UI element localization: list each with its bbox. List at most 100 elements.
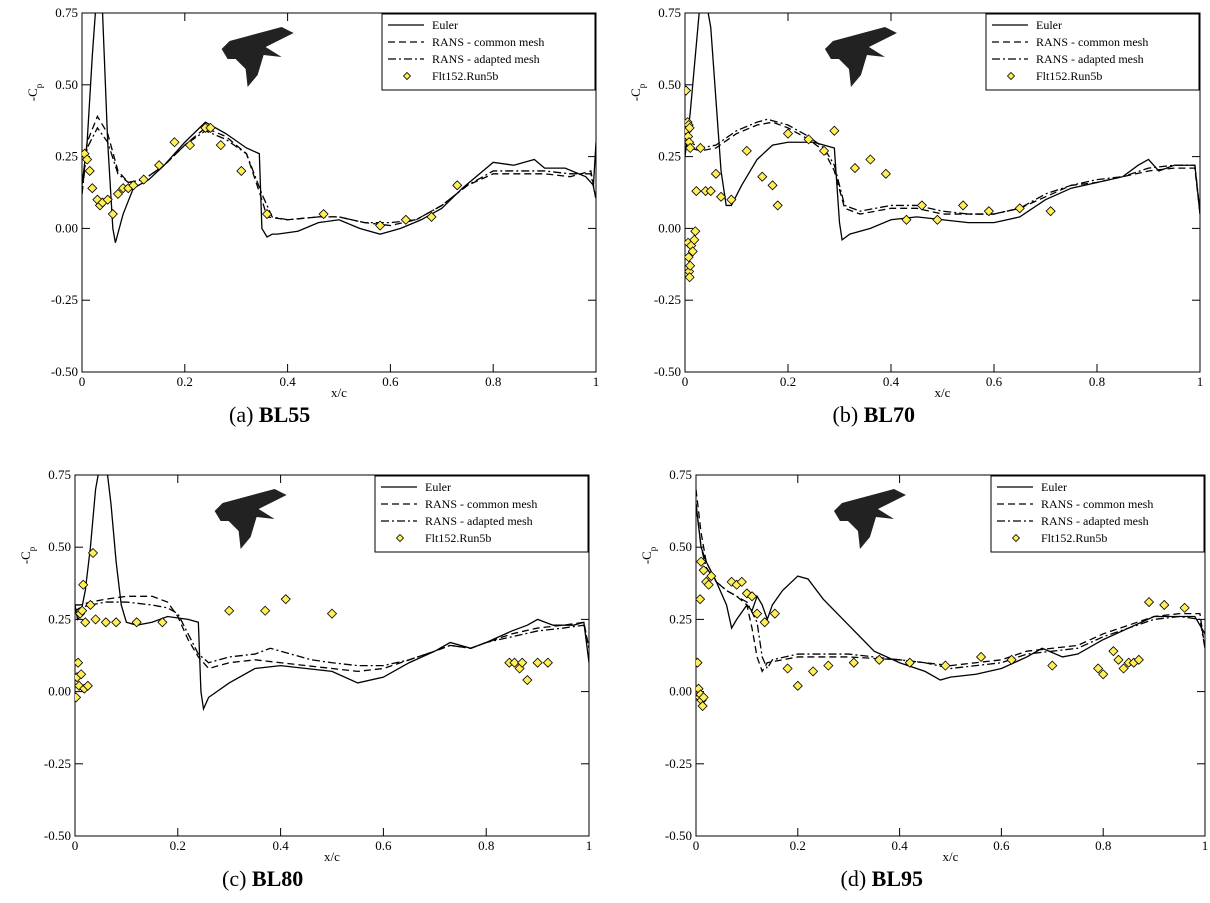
- data-point: [1179, 602, 1190, 613]
- plot-area: [75, 475, 589, 712]
- data-point: [685, 260, 696, 271]
- data-point: [532, 657, 543, 668]
- panel: -0.50 -0.25 0.00 0.25 0.50 0.75 0 0.2 0.4 0.6 0.8 1…: [25, 5, 599, 427]
- legend-label: RANS - adapted mesh: [1041, 514, 1149, 528]
- aircraft-icon: [824, 27, 897, 87]
- data-point: [517, 657, 528, 668]
- data-point: [710, 168, 721, 179]
- data-point: [769, 608, 780, 619]
- data-point: [690, 226, 701, 237]
- data-point: [77, 605, 88, 616]
- legend-label: Euler: [1036, 18, 1062, 32]
- data-point: [726, 194, 737, 205]
- data-point: [84, 165, 95, 177]
- legend-label: Flt152.Run5b: [432, 69, 498, 83]
- y-tick-label: -0.25: [654, 292, 681, 307]
- legend-label: Euler: [432, 18, 458, 32]
- y-axis-label-sub: p: [637, 83, 647, 88]
- x-tick-label: 0: [682, 374, 689, 389]
- legend-box: [381, 13, 596, 91]
- data-point: [1133, 654, 1144, 665]
- x-tick-label: 0.4: [883, 374, 900, 389]
- caption-prefix: (b): [833, 402, 859, 427]
- data-point: [1006, 654, 1017, 665]
- x-axis-label: x/c: [943, 849, 959, 864]
- data-point: [736, 576, 747, 587]
- y-axis-label: -Cp: [628, 83, 647, 101]
- data-point: [792, 680, 803, 691]
- x-axis-label: x/c: [331, 385, 347, 400]
- data-point: [1093, 663, 1104, 674]
- legend-label: RANS - common mesh: [1041, 497, 1153, 511]
- data-point: [400, 214, 411, 225]
- data-point: [865, 154, 876, 165]
- data-point: [128, 180, 139, 191]
- legend-label: Flt152.Run5b: [425, 531, 491, 545]
- x-tick-label: 0.4: [891, 838, 908, 853]
- data-point: [705, 185, 716, 197]
- data-point: [1014, 203, 1025, 214]
- data-point: [874, 654, 885, 665]
- caption-name: BL70: [864, 402, 915, 427]
- data-point: [916, 200, 927, 211]
- x-tick-label: 0.8: [1089, 374, 1105, 389]
- data-point: [78, 579, 89, 590]
- y-axis-label-main: -C: [639, 551, 654, 564]
- y-tick-label: 0.25: [669, 611, 692, 626]
- legend-box: [985, 13, 1200, 91]
- x-axis-label: x/c: [935, 385, 951, 400]
- legend-marker: [402, 71, 412, 81]
- caption-name: BL80: [252, 866, 303, 891]
- data-point: [706, 571, 717, 582]
- y-axis-label-sub: p: [34, 83, 44, 88]
- data-point: [848, 657, 859, 668]
- series-line: [75, 475, 589, 712]
- y-tick-label: 0.50: [669, 539, 692, 554]
- y-axis-label-main: -C: [25, 88, 40, 101]
- y-tick-label: 0.25: [658, 149, 681, 164]
- x-tick-label: 0.8: [1095, 838, 1111, 853]
- data-point: [849, 163, 861, 174]
- y-tick-label: 0.00: [55, 220, 78, 235]
- data-point: [823, 660, 834, 671]
- data-point: [1113, 654, 1124, 665]
- y-tick-label: -0.25: [51, 292, 78, 307]
- data-point: [80, 617, 91, 628]
- plot-frame: [74, 474, 590, 837]
- legend-box: [990, 475, 1205, 553]
- series-line: [685, 118, 1200, 215]
- y-tick-label: 0.50: [55, 77, 78, 92]
- data-point: [932, 214, 943, 225]
- caption-prefix: (c): [222, 866, 246, 891]
- series-line: [82, 114, 596, 227]
- series-line: [75, 595, 589, 673]
- data-point: [759, 617, 770, 628]
- data-point: [112, 188, 124, 200]
- x-tick-label: 1: [1197, 374, 1204, 389]
- y-tick-label: -0.50: [654, 364, 681, 379]
- data-point: [111, 617, 122, 628]
- data-point: [685, 272, 695, 283]
- series-line: [685, 13, 1200, 242]
- data-point: [138, 174, 149, 185]
- data-point: [685, 252, 694, 263]
- y-axis-label-main: -C: [628, 88, 643, 101]
- data-point: [224, 605, 235, 616]
- data-point: [215, 140, 226, 151]
- aircraft-icon: [833, 489, 906, 549]
- y-axis-label: -Cp: [18, 546, 37, 564]
- series-line: [685, 121, 1200, 215]
- y-tick-label: 0.75: [669, 467, 692, 482]
- data-point: [940, 660, 951, 671]
- x-tick-label: 0.6: [986, 374, 1003, 389]
- data-point: [1118, 663, 1129, 674]
- data-point: [261, 208, 273, 220]
- data-point: [1098, 669, 1109, 680]
- x-tick-label: 0.8: [478, 838, 494, 853]
- data-point: [154, 160, 165, 171]
- data-point: [689, 234, 700, 245]
- y-tick-label: -0.50: [44, 828, 71, 843]
- x-tick-label: 0: [693, 838, 700, 853]
- data-point: [542, 657, 553, 668]
